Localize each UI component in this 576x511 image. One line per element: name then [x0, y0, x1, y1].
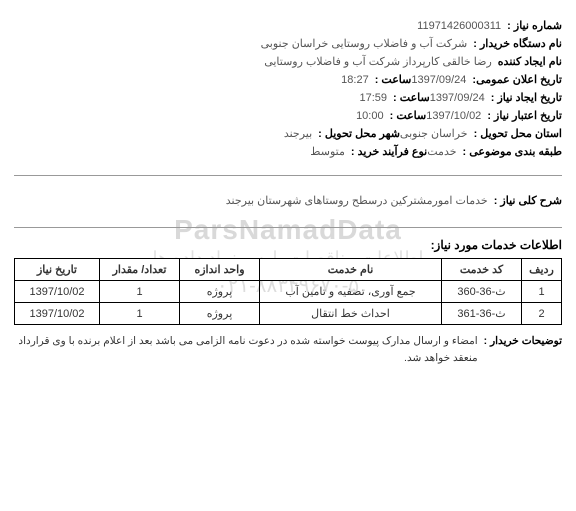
cell-code: ث-36-360: [442, 281, 522, 303]
row-public-announce: تاریخ اعلان عمومی: 1397/09/24 ساعت : 18:…: [14, 73, 562, 86]
need-valid-label: تاریخ اعتبار نیاز :: [487, 109, 562, 122]
buyer-note-label: توضیحات خریدار :: [484, 333, 562, 367]
description-section: شرح کلی نیاز : خدمات امورمشترکین درسطح ر…: [14, 180, 562, 228]
col-name: نام خدمت: [260, 259, 442, 281]
cell-unit: پروژه: [180, 281, 260, 303]
description-text: خدمات امورمشترکین درسطح روستاهای شهرستان…: [226, 194, 488, 207]
row-category: طبقه بندی موضوعی : خدمت نوع فرآیند خرید …: [14, 145, 562, 158]
need-create-label: تاریخ ایجاد نیاز :: [491, 91, 562, 104]
public-announce-date: 1397/09/24: [411, 74, 466, 86]
process-value: متوسط: [310, 145, 345, 158]
process-label: نوع فرآیند خرید :: [351, 145, 427, 158]
col-code: کد خدمت: [442, 259, 522, 281]
need-valid-time: 10:00: [356, 110, 384, 122]
deliver-city-label: شهر محل تحویل :: [318, 127, 400, 140]
public-announce-time-label: ساعت :: [375, 73, 412, 86]
public-announce-time: 18:27: [341, 74, 369, 86]
document: شماره نیاز : 11971426000311 نام دستگاه خ…: [14, 8, 562, 367]
need-create-time-label: ساعت :: [393, 91, 430, 104]
need-create-date: 1397/09/24: [430, 92, 485, 104]
table-row: 1 ث-36-360 جمع آوری، تصفیه و تامین آب پر…: [15, 281, 562, 303]
need-no-value: 11971426000311: [417, 20, 501, 32]
need-valid-date: 1397/10/02: [426, 110, 481, 122]
creator-label: نام ایجاد کننده: [498, 55, 562, 68]
services-table: ردیف کد خدمت نام خدمت واحد اندازه تعداد/…: [14, 258, 562, 325]
table-row: 2 ث-36-361 احداث خط انتقال پروژه 1 1397/…: [15, 303, 562, 325]
row-need-no: شماره نیاز : 11971426000311: [14, 19, 562, 32]
description-label: شرح کلی نیاز :: [494, 194, 562, 207]
header-section: شماره نیاز : 11971426000311 نام دستگاه خ…: [14, 8, 562, 176]
cell-date: 1397/10/02: [15, 281, 100, 303]
cell-name: جمع آوری، تصفیه و تامین آب: [260, 281, 442, 303]
creator-value: رضا خالقی کارپرداز شرکت آب و فاضلاب روست…: [264, 55, 492, 68]
row-creator: نام ایجاد کننده رضا خالقی کارپرداز شرکت …: [14, 55, 562, 68]
cell-unit: پروژه: [180, 303, 260, 325]
deliver-prov-label: استان محل تحویل :: [474, 127, 562, 140]
buyer-org-label: نام دستگاه خریدار :: [473, 37, 562, 50]
row-need-valid: تاریخ اعتبار نیاز : 1397/10/02 ساعت : 10…: [14, 109, 562, 122]
deliver-city-value: بیرجند: [284, 127, 312, 140]
cell-code: ث-36-361: [442, 303, 522, 325]
buyer-note-text: امضاء و ارسال مدارک پیوست خواسته شده در …: [14, 333, 478, 367]
cell-idx: 1: [522, 281, 562, 303]
need-valid-time-label: ساعت :: [390, 109, 427, 122]
services-title: اطلاعات خدمات مورد نیاز:: [14, 238, 562, 252]
subject-cat-value: خدمت: [427, 145, 456, 158]
table-header-row: ردیف کد خدمت نام خدمت واحد اندازه تعداد/…: [15, 259, 562, 281]
col-idx: ردیف: [522, 259, 562, 281]
cell-name: احداث خط انتقال: [260, 303, 442, 325]
buyer-org-value: شرکت آب و فاضلاب روستایی خراسان جنوبی: [261, 37, 468, 50]
deliver-prov-value: خراسان جنوبی: [400, 127, 468, 140]
col-qty: تعداد/ مقدار: [100, 259, 180, 281]
services-section: اطلاعات خدمات مورد نیاز: ردیف کد خدمت نا…: [14, 238, 562, 367]
cell-qty: 1: [100, 281, 180, 303]
row-delivery: استان محل تحویل : خراسان جنوبی شهر محل ت…: [14, 127, 562, 140]
public-announce-label: تاریخ اعلان عمومی:: [472, 73, 562, 86]
need-no-label: شماره نیاز :: [507, 19, 562, 32]
buyer-note: توضیحات خریدار : امضاء و ارسال مدارک پیو…: [14, 333, 562, 367]
col-unit: واحد اندازه: [180, 259, 260, 281]
row-buyer-org: نام دستگاه خریدار : شرکت آب و فاضلاب روس…: [14, 37, 562, 50]
need-create-time: 17:59: [360, 92, 388, 104]
row-need-create: تاریخ ایجاد نیاز : 1397/09/24 ساعت : 17:…: [14, 91, 562, 104]
cell-idx: 2: [522, 303, 562, 325]
subject-cat-label: طبقه بندی موضوعی :: [463, 145, 562, 158]
cell-qty: 1: [100, 303, 180, 325]
col-date: تاریخ نیاز: [15, 259, 100, 281]
cell-date: 1397/10/02: [15, 303, 100, 325]
